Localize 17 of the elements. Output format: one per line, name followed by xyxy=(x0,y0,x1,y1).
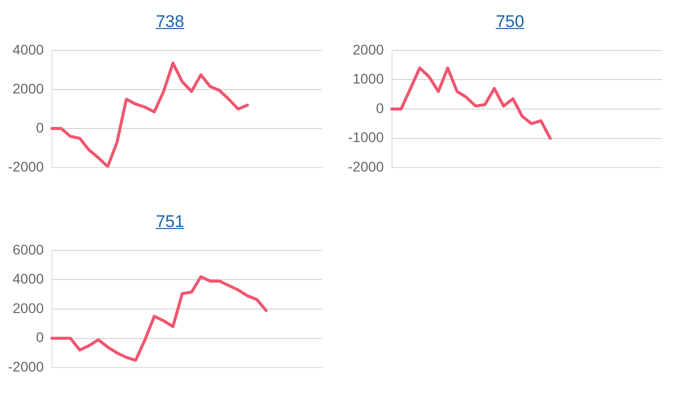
y-tick-label: -2000 xyxy=(348,158,384,174)
y-tick-label: -1000 xyxy=(348,129,384,146)
y-tick-label: -2000 xyxy=(8,158,44,174)
y-tick-label: 0 xyxy=(36,329,44,346)
chart-title: 751 xyxy=(154,211,186,233)
y-tick-label: 2000 xyxy=(12,300,44,316)
y-tick-label: 4000 xyxy=(12,41,44,58)
chart-title: 738 xyxy=(154,11,186,33)
y-tick-label: 2000 xyxy=(352,41,384,58)
y-tick-label: 0 xyxy=(376,100,384,116)
y-tick-label: -2000 xyxy=(8,358,44,374)
y-tick-label: 1000 xyxy=(352,70,384,87)
y-tick-label: 4000 xyxy=(12,270,44,287)
y-tick-label: 6000 xyxy=(12,241,44,258)
y-tick-label: 0 xyxy=(36,119,44,136)
y-tick-label: 2000 xyxy=(12,80,44,96)
chart-title: 750 xyxy=(494,11,526,33)
